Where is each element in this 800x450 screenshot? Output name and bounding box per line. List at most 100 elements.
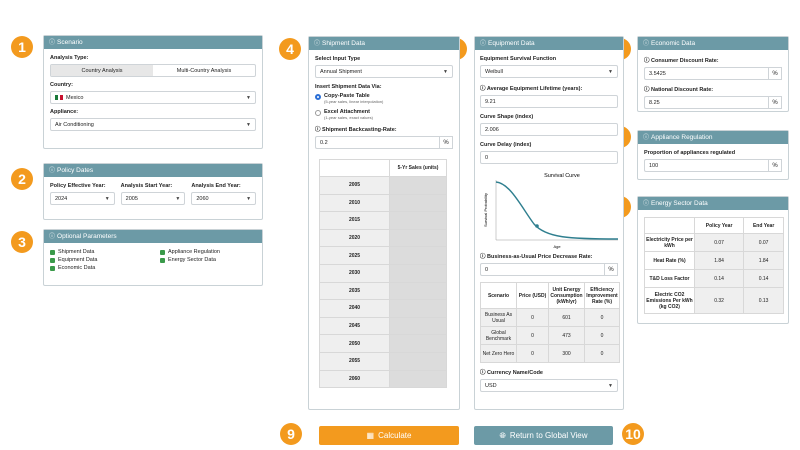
curve-delay-input[interactable]: 0 — [480, 151, 618, 164]
info-icon: ⓘ — [644, 87, 650, 93]
scenario-value-cell[interactable]: 0 — [584, 326, 620, 345]
energy-col-header: Unit Energy Consumption (kWh/yr) — [548, 282, 585, 309]
sales-input-cell[interactable] — [389, 228, 447, 248]
policy-effective-year-select[interactable]: 2024 ▼ — [50, 192, 115, 205]
energy-sector-data-checkbox[interactable]: Energy Sector Data — [160, 256, 220, 264]
return-global-view-button[interactable]: 🌐︎ Return to Global View — [474, 426, 613, 445]
survival-function-select[interactable]: Weibull ▼ — [480, 65, 618, 78]
info-icon: ⓘ — [480, 254, 486, 260]
energy-blank-header — [644, 217, 695, 234]
multi-country-analysis-option[interactable]: Multi-Country Analysis — [176, 67, 232, 74]
shipment-row: 2035 — [319, 281, 447, 301]
curve-shape-input[interactable]: 2.006 — [480, 123, 618, 136]
globe-icon: 🌐︎ — [499, 430, 506, 440]
energy-value-cell[interactable]: 0.14 — [693, 269, 745, 288]
year-cell: 2025 — [319, 246, 390, 265]
regulation-input[interactable]: 100 — [644, 159, 768, 172]
percent-addon: % — [768, 67, 782, 80]
consumer-discount-label: Consumer Discount Rate: — [651, 58, 719, 64]
consumer-discount-group: 3.5425% — [644, 67, 782, 80]
insert-via-label: Insert Shipment Data Via: — [315, 84, 382, 90]
scenario-value-cell[interactable]: 0 — [516, 308, 549, 327]
appliance-label: Appliance: — [50, 109, 79, 115]
percent-addon: % — [439, 136, 453, 149]
scenario-name-cell: Global Benchmark — [480, 326, 517, 345]
energy-value-cell[interactable]: 1.84 — [693, 251, 745, 270]
step-badge-4: 4 — [279, 38, 301, 60]
radio-selected-icon — [315, 94, 321, 100]
energy-sector-panel: ⓘ Energy Sector Data Policy Year End Year… — [637, 196, 789, 324]
regulation-label: Proportion of appliances regulated — [644, 150, 736, 156]
consumer-discount-input[interactable]: 3.5425 — [644, 67, 768, 80]
excel-attachment-sub: (1-year sales, exact values) — [324, 115, 373, 120]
analysis-end-year-select[interactable]: 2060 ▼ — [191, 192, 257, 205]
excel-attachment-title: Excel Attachment — [324, 109, 370, 115]
shipment-row: 2015 — [319, 211, 447, 230]
scenario-value-cell[interactable]: 473 — [548, 326, 585, 345]
sales-input-cell[interactable] — [389, 211, 447, 230]
scenario-value-cell[interactable]: 0 — [516, 326, 549, 345]
policy-title: Policy Dates — [57, 167, 94, 174]
scenario-value-cell[interactable]: 0 — [516, 344, 549, 363]
equipment-data-checkbox[interactable]: Equipment Data — [50, 256, 160, 264]
sales-input-cell[interactable] — [389, 263, 447, 283]
energy-value-cell[interactable]: 1.84 — [743, 251, 784, 270]
country-analysis-option[interactable]: Country Analysis — [51, 65, 153, 76]
shipment-data-checkbox[interactable]: Shipment Data — [50, 248, 160, 256]
sales-input-cell[interactable] — [389, 176, 447, 195]
appliance-regulation-checkbox[interactable]: Appliance Regulation — [160, 248, 220, 256]
shipment-data-panel: ⓘ Shipment Data Select Input Type Annual … — [308, 36, 460, 410]
radio-icon — [315, 110, 321, 116]
sales-input-cell[interactable] — [389, 193, 447, 213]
equipment-header: ⓘ Equipment Data — [475, 37, 623, 50]
copy-paste-radio[interactable]: Copy-Paste Table (5-year sales, linear in… — [315, 93, 453, 105]
excel-attachment-radio[interactable]: Excel Attachment (1-year sales, exact val… — [315, 109, 453, 121]
equipment-data-label: Equipment Data — [58, 257, 98, 263]
percent-addon: % — [768, 96, 782, 109]
appliance-regulation-label: Appliance Regulation — [168, 249, 220, 255]
calculate-button[interactable]: ▦ Calculate — [319, 426, 459, 445]
energy-value-cell[interactable]: 0.32 — [693, 287, 745, 314]
sales-input-cell[interactable] — [389, 334, 447, 353]
scenario-value-cell[interactable]: 0 — [584, 308, 620, 327]
sales-input-cell[interactable] — [389, 351, 447, 371]
lifetime-input[interactable]: 9.21 — [480, 95, 618, 108]
scenario-value-cell[interactable]: 601 — [548, 308, 585, 327]
info-icon: ⓘ — [643, 201, 650, 207]
economic-header: ⓘ Economic Data — [638, 37, 788, 50]
year-cell: 2050 — [319, 334, 390, 353]
shipment-row: 2055 — [319, 351, 447, 371]
input-type-select[interactable]: Annual Shipment ▼ — [315, 65, 453, 78]
backcast-input[interactable]: 0.2 — [315, 136, 439, 149]
economic-data-checkbox[interactable]: Economic Data — [50, 264, 160, 272]
sales-input-cell[interactable] — [389, 246, 447, 265]
sales-input-cell[interactable] — [389, 299, 447, 318]
scenario-value-cell[interactable]: 0 — [584, 344, 620, 363]
currency-select[interactable]: USD ▼ — [480, 379, 618, 392]
survival-curve-chart: Survival Curve Survival Probability Age — [483, 173, 619, 249]
sales-input-cell[interactable] — [389, 369, 447, 389]
chevron-down-icon: ▼ — [104, 195, 110, 202]
shipment-row: 2005 — [319, 176, 447, 195]
copy-paste-sub: (5-year sales, linear interpolation) — [324, 99, 384, 104]
energy-row: T&D Loss Factor 0.14 0.14 — [644, 269, 784, 288]
appliance-select[interactable]: Air Conditioning ▼ — [50, 118, 256, 131]
bau-input-group: 0% — [480, 263, 618, 276]
energy-row: Heat Rate (%) 1.84 1.84 — [644, 251, 784, 270]
energy-value-cell[interactable]: 0.14 — [743, 269, 784, 288]
analysis-start-year-select[interactable]: 2005 ▼ — [120, 192, 186, 205]
equipment-title: Equipment Data — [488, 40, 535, 47]
shipment-row: 2030 — [319, 263, 447, 283]
energy-value-cell[interactable]: 0.07 — [693, 233, 745, 252]
curve-marker — [535, 224, 539, 228]
sales-input-cell[interactable] — [389, 316, 447, 336]
national-discount-input[interactable]: 8.25 — [644, 96, 768, 109]
bau-price-input[interactable]: 0 — [480, 263, 604, 276]
country-select[interactable]: Mexico ▼ — [50, 91, 256, 104]
energy-value-cell[interactable]: 0.07 — [743, 233, 784, 252]
energy-value-cell[interactable]: 0.13 — [743, 287, 784, 314]
shipment-table: 5-Yr Sales (units) 2005 2010 2015 2020 2025 2… — [319, 159, 447, 389]
economic-data-label: Economic Data — [58, 265, 96, 271]
sales-input-cell[interactable] — [389, 281, 447, 301]
scenario-value-cell[interactable]: 300 — [548, 344, 585, 363]
